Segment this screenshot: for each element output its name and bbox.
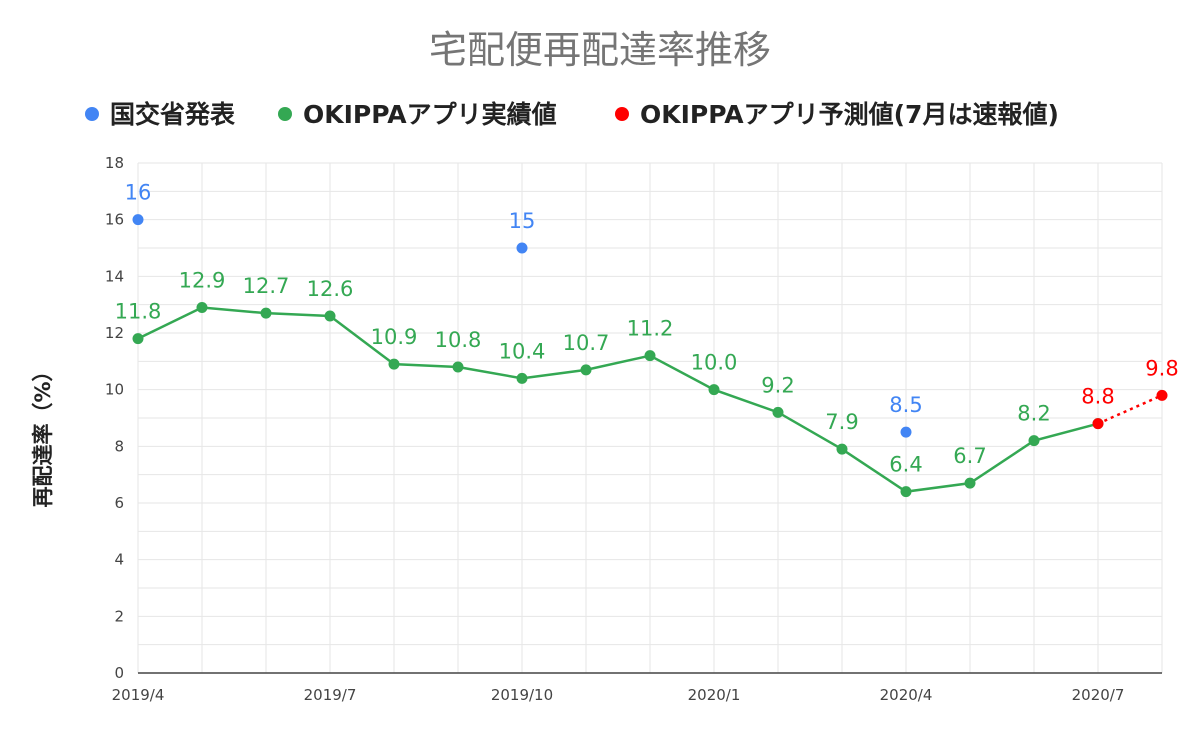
data-label: 8.5 — [889, 393, 922, 417]
data-label: 11.2 — [627, 317, 674, 341]
data-label: 11.8 — [115, 300, 162, 324]
series: 16 15 8.5 — [125, 181, 923, 438]
data-point — [772, 406, 784, 418]
legend-marker — [278, 107, 292, 121]
data-point — [324, 310, 336, 322]
legend-label: OKIPPAアプリ予測値(7月は速報値) — [640, 100, 1059, 129]
series: 11.8 12.9 12.7 12.6 10.9 10.8 10.4 10.7 11.2 10.0… — [115, 269, 1104, 498]
data-label: 6.4 — [889, 453, 922, 477]
y-tick-label: 18 — [105, 154, 124, 172]
data-point — [260, 307, 272, 319]
data-label: 9.2 — [761, 373, 794, 397]
data-label: 6.7 — [953, 444, 986, 468]
y-tick-label: 2 — [114, 607, 124, 625]
x-tick-label: 2020/7 — [1072, 686, 1125, 704]
data-point — [644, 350, 656, 362]
data-label: 10.8 — [435, 328, 482, 352]
data-label: 8.8 — [1081, 385, 1114, 409]
data-point — [900, 426, 912, 438]
data-label: 10.7 — [563, 331, 610, 355]
data-label: 8.2 — [1017, 402, 1050, 426]
data-point — [1156, 389, 1168, 401]
data-point — [516, 242, 528, 254]
legend: 国交省発表 OKIPPAアプリ実績値 OKIPPAアプリ予測値(7月は速報値) — [85, 100, 1059, 129]
y-tick-label: 16 — [105, 211, 124, 229]
series-line — [1097, 394, 1163, 425]
chart-title: 宅配便再配達率推移 — [429, 28, 771, 72]
data-label: 12.7 — [243, 274, 290, 298]
data-point — [196, 302, 208, 313]
data-point — [900, 486, 912, 498]
y-tick-label: 4 — [114, 551, 124, 569]
data-label: 12.9 — [179, 269, 226, 293]
data-point — [1028, 435, 1040, 447]
legend-marker — [615, 107, 629, 121]
series: 8.8 9.8 — [1081, 356, 1179, 430]
data-point — [580, 364, 592, 376]
y-tick-label: 8 — [114, 437, 124, 455]
y-tick-label: 6 — [114, 494, 124, 512]
x-tick-label: 2019/10 — [491, 686, 553, 704]
y-axis-label: 再配達率（%） — [31, 360, 55, 507]
data-point — [836, 443, 848, 455]
legend-label: OKIPPAアプリ実績値 — [303, 100, 557, 129]
data-point — [516, 372, 528, 384]
y-tick-label: 0 — [114, 664, 124, 682]
x-tick-label: 2020/4 — [880, 686, 933, 704]
x-tick-label: 2020/1 — [688, 686, 741, 704]
data-point — [132, 214, 144, 226]
data-point — [964, 477, 976, 489]
legend-label: 国交省発表 — [110, 100, 236, 129]
legend-marker — [85, 107, 99, 121]
data-point — [388, 358, 400, 370]
y-tick-label: 12 — [105, 324, 124, 342]
data-label: 16 — [125, 181, 152, 205]
data-point — [1092, 418, 1104, 430]
data-label: 12.6 — [307, 277, 354, 301]
data-label: 10.9 — [371, 325, 418, 349]
data-point — [708, 384, 720, 396]
data-label: 9.8 — [1145, 356, 1178, 380]
data-label: 7.9 — [825, 410, 858, 434]
grid — [137, 162, 1163, 674]
data-label: 15 — [509, 209, 536, 233]
data-point — [452, 361, 464, 373]
data-label: 10.4 — [499, 339, 546, 363]
data-label: 10.0 — [691, 351, 738, 375]
x-tick-label: 2019/4 — [112, 686, 165, 704]
x-tick-label: 2019/7 — [304, 686, 357, 704]
data-point — [132, 333, 144, 345]
y-tick-label: 10 — [105, 381, 124, 399]
series-line — [137, 306, 1099, 493]
y-tick-label: 14 — [105, 267, 124, 285]
